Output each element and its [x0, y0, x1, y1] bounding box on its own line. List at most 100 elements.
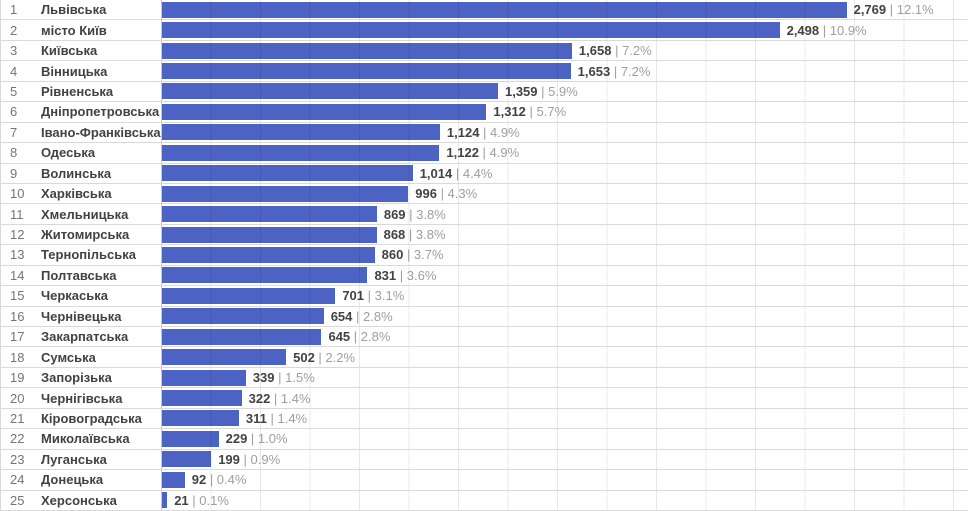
row-bar-cell: 1,122 | 4.9%	[162, 143, 968, 163]
bar-label: 199 | 0.9%	[218, 453, 280, 466]
row-rank: 2	[10, 22, 18, 38]
bar-value: 1,653	[577, 63, 611, 79]
bar-percent: | 2.2%	[314, 349, 356, 365]
row-rank: 18	[10, 349, 25, 365]
bar	[162, 1, 847, 18]
bar-percent: | 1.4%	[266, 410, 308, 426]
bar-value: 869	[383, 206, 406, 222]
row-bar-cell: 322 | 1.4%	[162, 388, 968, 408]
row-rank: 7	[10, 124, 18, 140]
row-bar-cell: 502 | 2.2%	[162, 347, 968, 367]
bar-value: 996	[415, 186, 437, 202]
bar	[162, 390, 242, 407]
bar-value: 339	[252, 370, 275, 386]
bar-value: 654	[330, 308, 353, 324]
bar	[162, 42, 572, 59]
row-region-name: Одеська	[41, 143, 162, 163]
row-region-name: Сумська	[41, 347, 162, 367]
table-row: 12 Житомирська 868 | 3.8%	[1, 224, 968, 246]
bar-value: 311	[245, 410, 267, 426]
row-bar-cell: 868 | 3.8%	[162, 224, 968, 245]
row-rank: 20	[10, 390, 25, 406]
row-region-name: Тернопільська	[41, 245, 162, 265]
bar	[162, 410, 239, 427]
bar-value: 502	[293, 349, 315, 365]
row-region-name: Кіровоградська	[41, 408, 162, 429]
row-rank: 19	[10, 370, 25, 386]
table-row: 23 Луганська 199 | 0.9%	[1, 449, 968, 471]
bar-label: 1,359 | 5.9%	[505, 85, 578, 98]
bar-value: 1,658	[578, 43, 612, 59]
bar-label: 831 | 3.6%	[374, 269, 436, 282]
bar-percent: | 2.8%	[350, 329, 391, 345]
row-rank: 23	[10, 451, 25, 467]
row-region-name: Запорізька	[41, 367, 162, 388]
row-bar-cell: 199 | 0.9%	[162, 449, 968, 470]
table-row: 15 Черкаська 701 | 3.1%	[1, 286, 968, 307]
bar-value: 1,124	[446, 124, 480, 140]
bar-value: 199	[218, 451, 240, 467]
table-row: 3 Київська 1,658 | 7.2%	[1, 40, 968, 62]
row-bar-cell: 1,124 | 4.9%	[162, 122, 968, 143]
bar	[162, 246, 375, 263]
bar	[162, 206, 377, 223]
bar-label: 869 | 3.8%	[384, 208, 446, 221]
table-row: 8 Одеська 1,122 | 4.9%	[1, 143, 968, 164]
table-row: 24 Донецька 92 | 0.4%	[1, 470, 968, 491]
bar-percent: | 3.8%	[405, 227, 446, 243]
table-row: 5 Рівненська 1,359 | 5.9%	[1, 81, 968, 103]
bar-percent: | 1.5%	[274, 370, 315, 386]
bar-value: 2,498	[786, 22, 820, 38]
row-bar-cell: 2,498 | 10.9%	[162, 20, 968, 40]
bar-percent: | 0.4%	[206, 472, 247, 488]
bar-label: 701 | 3.1%	[342, 289, 404, 302]
row-bar-cell: 1,312 | 5.7%	[162, 102, 968, 122]
bar-percent: | 4.9%	[478, 145, 520, 161]
row-region-name: Херсонська	[41, 490, 162, 510]
row-rank: 16	[10, 308, 25, 324]
row-rank: 25	[10, 492, 25, 508]
bar-percent: | 0.1%	[188, 492, 229, 508]
bar-percent: | 2.8%	[352, 308, 393, 324]
bar-label: 1,014 | 4.4%	[420, 167, 493, 180]
bar	[162, 165, 413, 182]
row-bar-cell: 701 | 3.1%	[162, 286, 968, 306]
row-rank: 1	[10, 2, 18, 18]
bar	[162, 103, 487, 120]
row-region-name: Черкаська	[41, 286, 162, 306]
bar-percent: | 4.4%	[452, 165, 493, 181]
bar-value: 701	[342, 288, 365, 304]
row-region-name: Івано-Франківська	[41, 122, 162, 143]
table-row: 16 Чернівецька 654 | 2.8%	[1, 306, 968, 327]
bar-label: 1,312 | 5.7%	[493, 105, 566, 118]
table-row: 18 Сумська 502 | 2.2%	[1, 347, 968, 368]
bar-label: 92 | 0.4%	[192, 473, 247, 486]
bar-percent: | 10.9%	[819, 22, 867, 38]
table-row: 19 Запорізька 339 | 1.5%	[1, 367, 968, 389]
bar-label: 2,769 | 12.1%	[854, 3, 934, 16]
row-bar-cell: 860 | 3.7%	[162, 245, 968, 265]
bar-percent: | 12.1%	[886, 2, 934, 18]
bar-value: 2,769	[853, 2, 887, 18]
row-rank: 22	[10, 431, 25, 447]
table-row: 17 Закарпатська 645 | 2.8%	[1, 327, 968, 348]
bar-label: 1,122 | 4.9%	[446, 146, 519, 159]
bar-label: 996 | 4.3%	[415, 187, 477, 200]
row-rank: 8	[10, 145, 18, 161]
bar-label: 322 | 1.4%	[249, 392, 311, 405]
table-row: 2 місто Київ 2,498 | 10.9%	[1, 20, 968, 41]
row-bar-cell: 831 | 3.6%	[162, 265, 968, 286]
bar-value: 229	[225, 431, 248, 447]
bar-value: 645	[328, 329, 351, 345]
row-bar-cell: 654 | 2.8%	[162, 306, 968, 326]
row-rank: 5	[10, 83, 18, 99]
row-bar-cell: 2,769 | 12.1%	[162, 0, 968, 20]
row-region-name: Рівненська	[41, 81, 162, 102]
row-bar-cell: 1,653 | 7.2%	[162, 61, 968, 81]
bar	[162, 287, 336, 304]
row-rank: 10	[10, 186, 25, 202]
table-row: 14 Полтавська 831 | 3.6%	[1, 265, 968, 287]
row-bar-cell: 996 | 4.3%	[162, 183, 968, 204]
bar-label: 502 | 2.2%	[293, 351, 355, 364]
row-rank: 15	[10, 288, 25, 304]
